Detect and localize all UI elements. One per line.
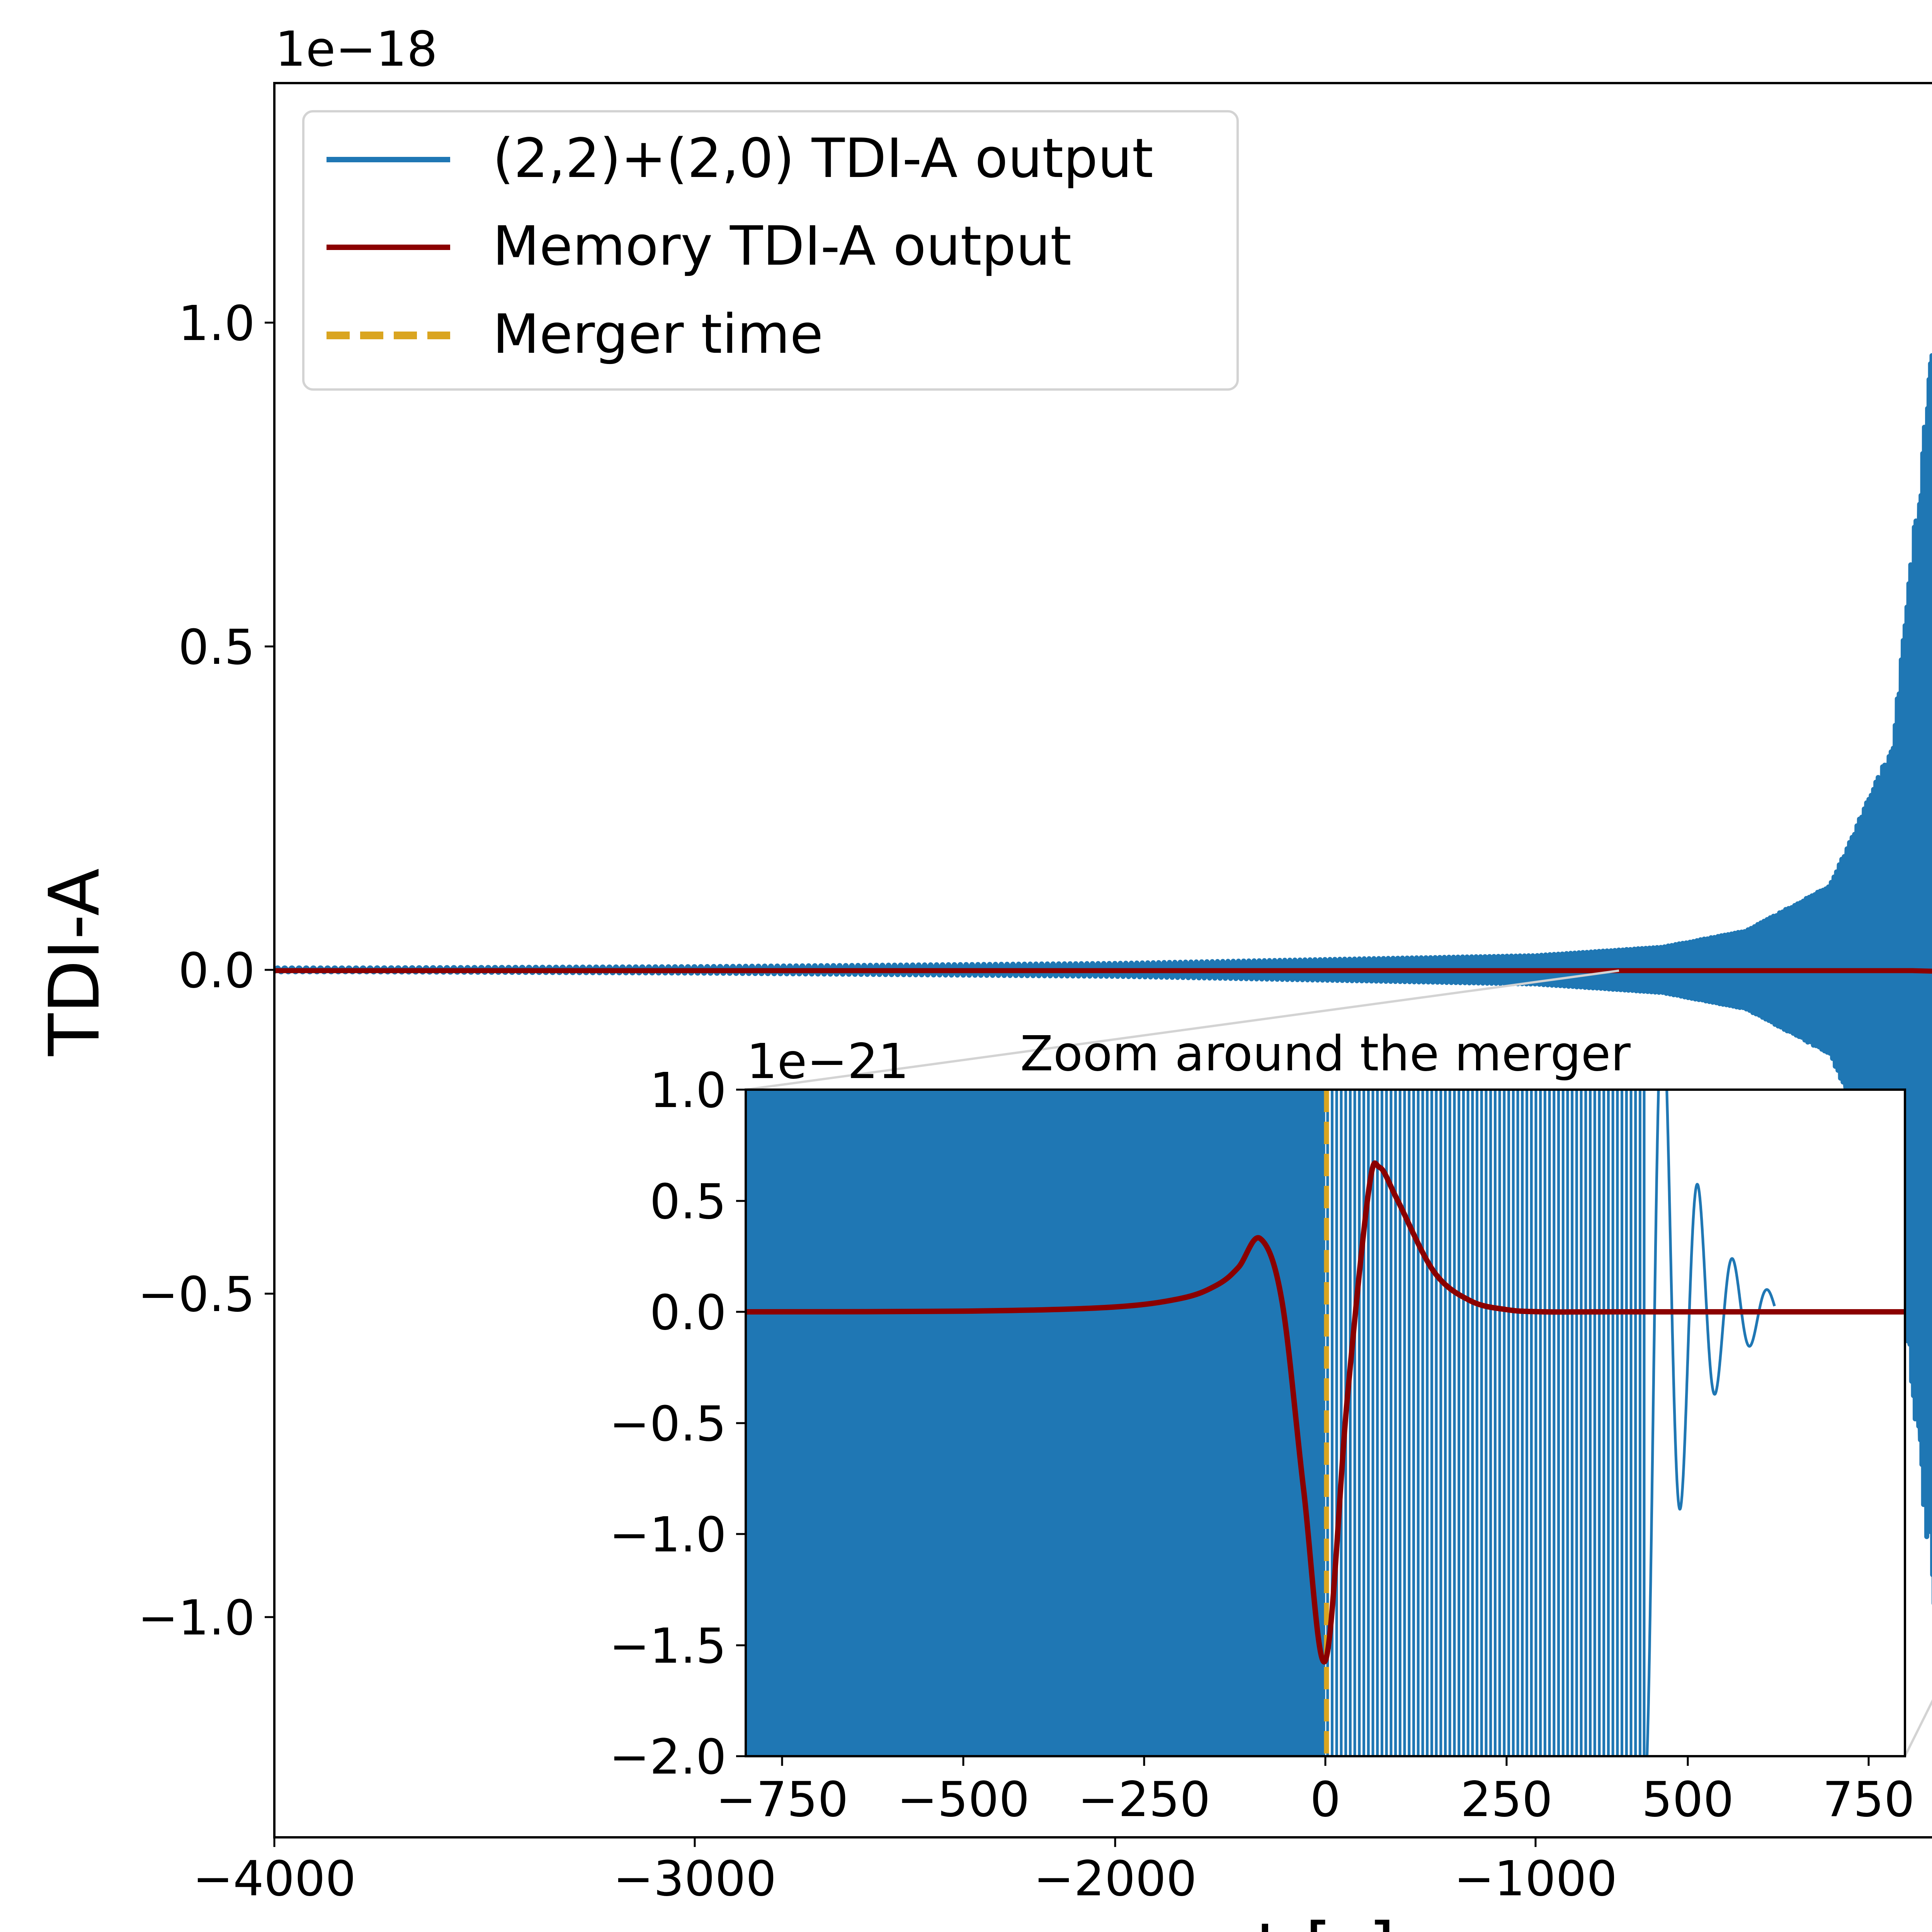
y-tick-label: −1.0 [138,1590,255,1646]
inset-x-tick-label: 500 [1642,1772,1734,1828]
legend-label: (2,2)+(2,0) TDI-A output [493,127,1153,190]
x-axis-label: t [s] [1255,1908,1395,1932]
inset-connector-line [745,969,1619,1091]
main-x-tick-labels: −4000 −3000 −2000 −1000 0 1000 [193,1851,1617,1907]
inset-y-tick-label: −1.5 [609,1618,726,1674]
legend-label: Memory TDI-A output [493,215,1071,278]
legend-item-signal: (2,2)+(2,0) TDI-A output [327,127,1153,190]
main-y-tick-labels: 1.0 0.5 0.0 −0.5 −1.0 [138,296,255,1646]
inset-x-tick-label: 250 [1461,1772,1553,1828]
inset-x-tick-label: 750 [1823,1772,1915,1828]
inset-y-ticks [736,1088,746,1757]
x-tick-label: −2000 [1034,1851,1197,1907]
x-tick-label: −4000 [193,1851,356,1907]
inset-y-tick-label: 1.0 [650,1063,726,1119]
main-y-ticks [265,321,274,1618]
inset-y-tick-label: 0.0 [650,1285,726,1341]
inset-x-tick-label: −250 [1078,1772,1210,1828]
inset-y-offset-label: 1e−21 [747,1034,909,1090]
inset-y-tick-label: −1.0 [609,1507,726,1563]
main-y-offset-label: 1e−18 [275,21,437,77]
legend: (2,2)+(2,0) TDI-A output Memory TDI-A ou… [302,110,1239,391]
inset-title: Zoom around the merger [1020,1026,1631,1082]
y-tick-label: 0.5 [178,619,255,675]
main-axes: −4000 −3000 −2000 −1000 0 1000 1.0 0.5 0… [34,21,1932,1932]
inset-x-tick-label: 0 [1310,1772,1341,1828]
legend-label: Merger time [493,303,823,366]
y-tick-label: 0.0 [178,943,255,999]
legend-item-memory: Memory TDI-A output [327,215,1071,278]
inset-x-tick-label: −500 [897,1772,1029,1828]
inset-x-tick-labels: −750 −500 −250 0 250 500 750 [716,1772,1915,1828]
y-tick-label: 1.0 [178,296,255,352]
inset-memory-line [746,1160,1905,1665]
inset-x-ticks [781,1756,1870,1766]
inset-x-tick-label: −750 [716,1772,848,1828]
inset-y-tick-labels: 1.0 0.5 0.0 −0.5 −1.0 −1.5 −2.0 [609,1063,726,1785]
legend-frame [302,110,1239,391]
memory-line [274,968,1932,974]
legend-item-merger: Merger time [327,303,823,366]
main-plot-frame [273,82,1932,1838]
x-tick-label: −3000 [613,1851,777,1907]
x-tick-label: −1000 [1454,1851,1617,1907]
y-axis-label: TDI-A [34,868,115,1056]
inset-y-tick-label: −2.0 [609,1729,726,1785]
inset-y-tick-label: 0.5 [650,1174,726,1230]
inset-y-tick-label: −0.5 [609,1396,726,1452]
y-tick-label: −0.5 [138,1267,255,1323]
inset-axes: −750 −500 −250 0 250 500 750 1.0 0.5 0.0… [609,1026,1915,1828]
main-x-ticks [273,1837,1537,1847]
